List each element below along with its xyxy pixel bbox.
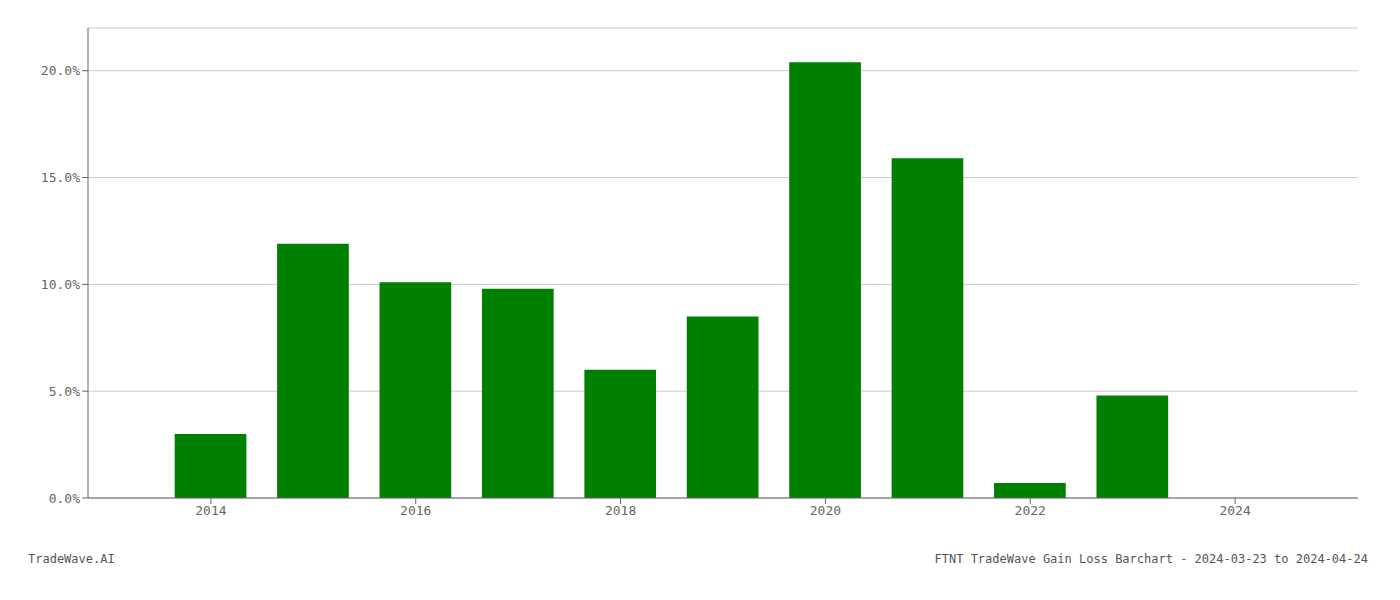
svg-text:2024: 2024 xyxy=(1219,503,1250,518)
svg-text:2022: 2022 xyxy=(1015,503,1046,518)
svg-text:15.0%: 15.0% xyxy=(41,170,80,185)
html-text:FTNT TradeWave Gain Loss Barch: FTNT TradeWave Gain Loss Barchart - 2024… xyxy=(934,552,1368,566)
svg-text:20.0%: 20.0% xyxy=(41,63,80,78)
html-text:TradeWave.AI: TradeWave.AI xyxy=(28,552,115,566)
svg-text:10.0%: 10.0% xyxy=(41,277,80,292)
svg-text:2014: 2014 xyxy=(195,503,226,518)
svg-text:2018: 2018 xyxy=(605,503,636,518)
svg-text:2020: 2020 xyxy=(810,503,841,518)
svg-text:0.0%: 0.0% xyxy=(49,491,80,506)
svg-text:2016: 2016 xyxy=(400,503,431,518)
svg-text:5.0%: 5.0% xyxy=(49,384,80,399)
